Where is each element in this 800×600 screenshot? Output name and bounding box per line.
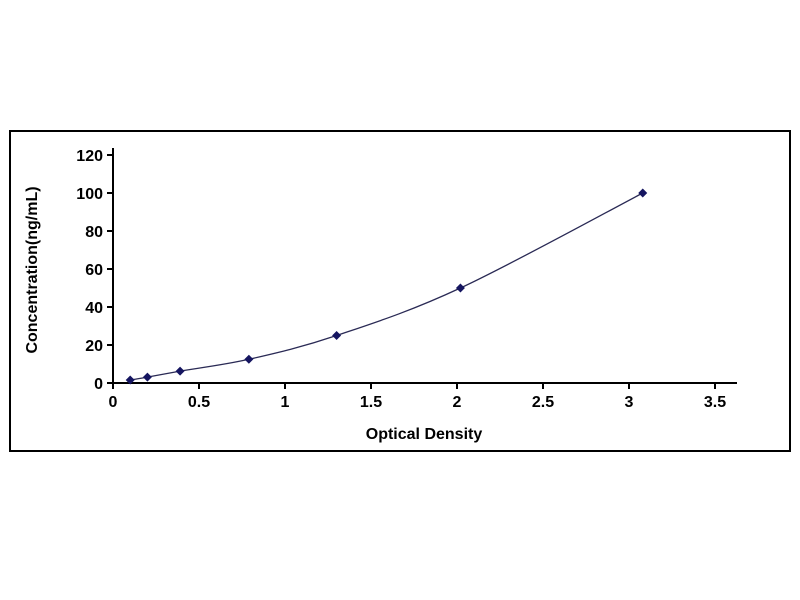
y-tick-label: 60 [85, 262, 103, 279]
y-tick-label: 20 [85, 338, 103, 355]
data-point-marker [142, 372, 152, 382]
data-point-marker [332, 331, 342, 340]
curve-line [130, 192, 644, 381]
data-point-marker [244, 354, 254, 364]
x-axis-label: Optical Density [365, 426, 483, 443]
y-axis-label: Concentration(ng/mL) [24, 186, 41, 354]
x-tick-label: 3 [625, 394, 634, 411]
x-tick-label: 3.5 [704, 394, 726, 411]
x-tick-label: 0 [109, 394, 118, 411]
x-tick-label: 1.5 [360, 394, 382, 411]
y-tick-label: 120 [76, 148, 103, 165]
y-tick-label: 100 [76, 186, 103, 203]
standard-curve-plot: 0 0.5 1 1.5 2 2.5 3 3.5 0 20 40 60 80 100 120 [76, 148, 737, 411]
x-tick-label: 1 [281, 394, 290, 411]
y-tick-label: 40 [85, 300, 103, 317]
chart-frame: Concentration(ng/mL) 0 0.5 1 1.5 2 2.5 3 3.5 0 20… [9, 130, 791, 452]
data-point-marker [175, 366, 185, 376]
data-point-marker [125, 375, 135, 385]
y-tick-label: 80 [85, 224, 103, 241]
data-point-marker [455, 283, 465, 293]
x-tick-label: 2.5 [532, 394, 554, 411]
x-tick-label: 2 [453, 394, 462, 411]
x-tick-label: 0.5 [188, 394, 210, 411]
y-tick-label: 0 [94, 376, 103, 393]
data-point-marker [638, 188, 648, 198]
